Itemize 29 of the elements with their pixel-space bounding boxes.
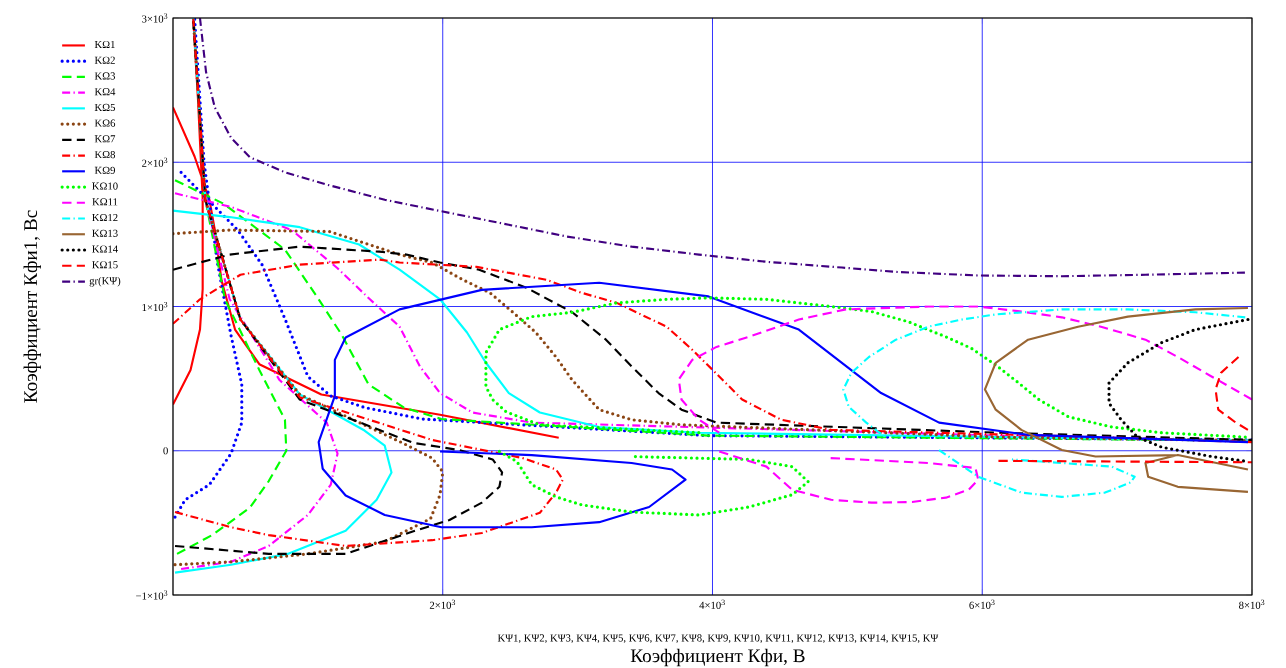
y-tick-label: 3×10$^{3}$ (142, 13, 168, 23)
legend-label: KΩ3 (94, 72, 116, 80)
legend-label: KΩ14 (92, 245, 118, 253)
y-tick-label: 1×10$^{3}$ (142, 301, 168, 312)
legend-label: KΩ8 (94, 151, 116, 159)
legend-label: KΩ4 (94, 88, 116, 96)
x-tick-label: 4×10$^{3}$ (699, 599, 725, 609)
legend-label: KΩ15 (92, 261, 118, 269)
legend-label: gr(KΨ) (89, 276, 121, 287)
text: KΨ1, KΨ2, KΨ3, KΨ4, KΨ5, KΨ6, KΨ7, KΨ8, KΨ9, KΨ10, KΨ11, KΨ12, KΨ13, KΨ14, KΨ15, KΨ (497, 634, 939, 644)
legend-label: KΩ12 (92, 213, 118, 222)
legend-label: KΩ10 (92, 182, 118, 190)
line-series (198, 18, 1247, 278)
x-tick-label: 8×10$^{3}$ (1239, 599, 1265, 609)
y-tick-label: 2×10$^{3}$ (142, 157, 168, 167)
legend-label: KΩ7 (94, 135, 116, 143)
y-axis-title: Коэффициент Кфи1, Вс (23, 210, 41, 403)
legend-label: KΩ2 (94, 56, 115, 64)
x-tick-label: 6×10$^{3}$ (969, 599, 995, 609)
legend-label: KΩ6 (94, 119, 116, 127)
legend-label: KΩ1 (94, 40, 115, 48)
y-tick-label: 0 (163, 447, 168, 455)
x-axis-title: Коэффициент Кфи, В (630, 648, 805, 667)
y-tick-label: −1×10$^{3}$ (136, 590, 168, 600)
legend-label: KΩ11 (92, 198, 118, 206)
legend-label: KΩ5 (94, 103, 116, 111)
legend-label: KΩ13 (92, 229, 118, 237)
legend-label: KΩ9 (94, 166, 115, 174)
x-tick-label: 2×10$^{3}$ (429, 599, 456, 609)
